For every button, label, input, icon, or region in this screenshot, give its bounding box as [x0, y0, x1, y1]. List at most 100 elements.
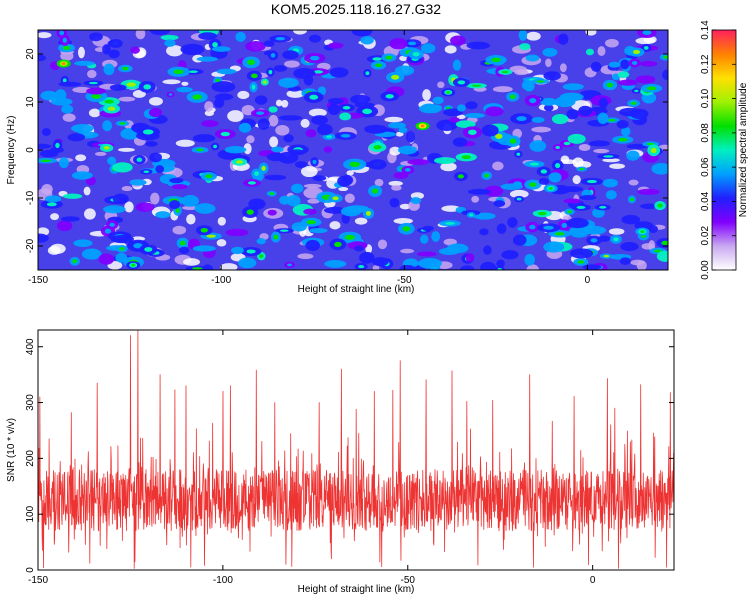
heatmap-cell	[40, 159, 52, 162]
heatmap-cell	[192, 134, 216, 143]
heatmap-cell	[237, 90, 250, 100]
heatmap-cell	[124, 201, 134, 213]
heatmap-cell	[238, 257, 257, 269]
heatmap-cell	[457, 174, 464, 179]
heatmap-cell	[448, 117, 460, 123]
heatmap-cell	[50, 97, 73, 106]
heatmap-cell	[103, 63, 115, 76]
heatmap-cell	[389, 146, 401, 156]
heatmap-cell	[293, 30, 307, 35]
heatmap-cell	[308, 108, 327, 117]
heatmap-cell	[354, 102, 375, 108]
heatmap-cell	[121, 186, 133, 192]
heatmap-cell	[50, 213, 59, 221]
heatmap-cell	[637, 188, 660, 195]
heatmap-x-tick-label: -100	[211, 275, 231, 286]
heatmap-cell	[112, 193, 129, 205]
heatmap-cell	[181, 194, 200, 207]
heatmap-cell	[339, 112, 352, 121]
heatmap-cell	[590, 238, 598, 243]
heatmap-cell	[344, 234, 355, 240]
heatmap-cell	[577, 260, 585, 264]
heatmap-cell	[597, 46, 606, 57]
heatmap-cell	[567, 210, 572, 214]
heatmap-cell	[180, 43, 205, 55]
heatmap-cell	[329, 67, 349, 78]
heatmap-cell	[211, 81, 236, 93]
heatmap-cell	[481, 124, 499, 137]
heatmap-cell	[648, 225, 659, 234]
heatmap-cell	[597, 235, 611, 242]
heatmap-cell	[465, 253, 475, 263]
heatmap-cell	[578, 105, 593, 117]
heatmap-cell	[119, 122, 126, 125]
heatmap-cell	[473, 212, 496, 220]
heatmap-cell	[656, 250, 668, 262]
heatmap-cell	[110, 234, 135, 244]
heatmap-cell	[344, 193, 355, 204]
heatmap-cell	[194, 203, 216, 214]
heatmap-cell	[71, 171, 93, 180]
heatmap-cell	[620, 59, 630, 70]
heatmap-cell	[216, 239, 227, 247]
heatmap-cell	[374, 178, 384, 187]
heatmap-cell	[192, 245, 216, 252]
heatmap-cell	[340, 133, 351, 138]
heatmap-cell	[635, 75, 656, 84]
heatmap-cell	[578, 143, 591, 151]
heatmap-y-ticks: 20 10 0 -10 -20	[25, 48, 668, 253]
heatmap-cell	[569, 248, 594, 259]
heatmap-cell	[461, 155, 472, 159]
heatmap-cell	[269, 192, 274, 195]
heatmap-cell	[561, 222, 568, 228]
heatmap-cell	[94, 151, 107, 156]
heatmap-cell	[62, 193, 83, 199]
colorbar-tick-label: 0.00	[700, 260, 711, 280]
heatmap-cell	[278, 115, 303, 121]
heatmap-cell	[524, 253, 535, 266]
heatmap-cell	[562, 186, 584, 193]
heatmap-cell	[373, 145, 382, 150]
heatmap-cell	[469, 213, 474, 217]
heatmap-cell	[119, 247, 125, 251]
heatmap-cell	[129, 179, 147, 186]
heatmap-cell	[275, 37, 286, 41]
heatmap-cell	[630, 101, 637, 105]
heatmap-cell	[640, 60, 658, 67]
heatmap-cell	[662, 69, 668, 81]
heatmap-cell	[389, 197, 400, 208]
heatmap-cell	[181, 81, 189, 86]
heatmap-hotspot	[446, 91, 451, 94]
heatmap-cell	[471, 84, 482, 87]
heatmap-cell	[542, 47, 558, 57]
heatmap-cell	[89, 32, 103, 42]
heatmap-cell	[225, 228, 249, 237]
heatmap-cell	[341, 174, 354, 186]
heatmap-cell	[145, 141, 158, 147]
heatmap-cell	[148, 107, 162, 118]
heatmap-cell	[563, 141, 571, 146]
heatmap-cell	[388, 180, 403, 187]
heatmap-cell	[621, 126, 631, 137]
heatmap-cell	[247, 59, 256, 65]
heatmap-cell	[434, 157, 457, 165]
heatmap-cell	[484, 173, 490, 178]
heatmap-cell	[398, 126, 408, 134]
heatmap-cell	[632, 49, 641, 55]
heatmap-cell	[526, 31, 541, 41]
heatmap-cell	[519, 43, 531, 51]
snr-x-tick-label: -50	[401, 575, 416, 586]
heatmap-cell	[507, 217, 518, 228]
heatmap-cell	[422, 89, 431, 101]
heatmap-cell	[324, 259, 347, 268]
heatmap-cell	[529, 140, 547, 152]
heatmap-cell	[236, 160, 243, 164]
heatmap-cell	[282, 50, 299, 60]
heatmap-cell	[375, 63, 382, 68]
heatmap-cell	[306, 220, 316, 225]
heatmap-cell	[410, 197, 422, 205]
heatmap-cell	[196, 56, 218, 62]
heatmap-cell	[275, 124, 290, 136]
heatmap-cell	[332, 196, 339, 201]
heatmap-cell	[309, 94, 319, 100]
